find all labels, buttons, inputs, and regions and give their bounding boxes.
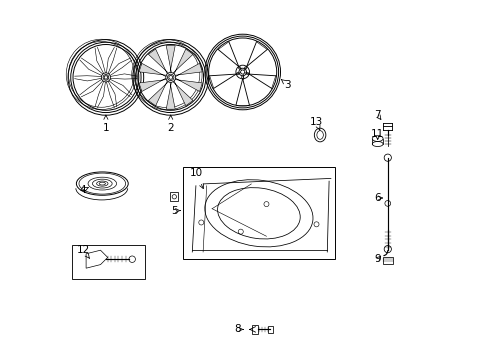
Bar — [170, 193, 178, 201]
Text: 7: 7 — [374, 110, 380, 120]
Text: 11: 11 — [370, 129, 384, 140]
Polygon shape — [175, 78, 202, 91]
Text: 9: 9 — [374, 254, 380, 264]
Polygon shape — [139, 78, 166, 91]
Bar — [252, 325, 258, 334]
Text: 1: 1 — [102, 115, 109, 133]
Polygon shape — [173, 81, 193, 106]
Polygon shape — [166, 46, 175, 72]
Polygon shape — [166, 82, 175, 109]
Bar — [183, 167, 334, 259]
Text: 13: 13 — [309, 117, 323, 130]
Text: 12: 12 — [77, 245, 90, 258]
Text: 8: 8 — [234, 324, 243, 334]
Text: 3: 3 — [281, 80, 290, 90]
Bar — [267, 326, 272, 333]
Text: 4: 4 — [79, 185, 88, 195]
Text: 5: 5 — [171, 206, 180, 216]
Polygon shape — [148, 81, 168, 106]
Polygon shape — [139, 63, 166, 77]
Text: 10: 10 — [189, 168, 203, 189]
Bar — [72, 245, 145, 279]
Text: 6: 6 — [374, 193, 382, 203]
Polygon shape — [173, 49, 193, 74]
Polygon shape — [148, 49, 168, 74]
Text: 2: 2 — [167, 115, 174, 133]
Bar — [382, 257, 392, 264]
Polygon shape — [175, 63, 202, 77]
